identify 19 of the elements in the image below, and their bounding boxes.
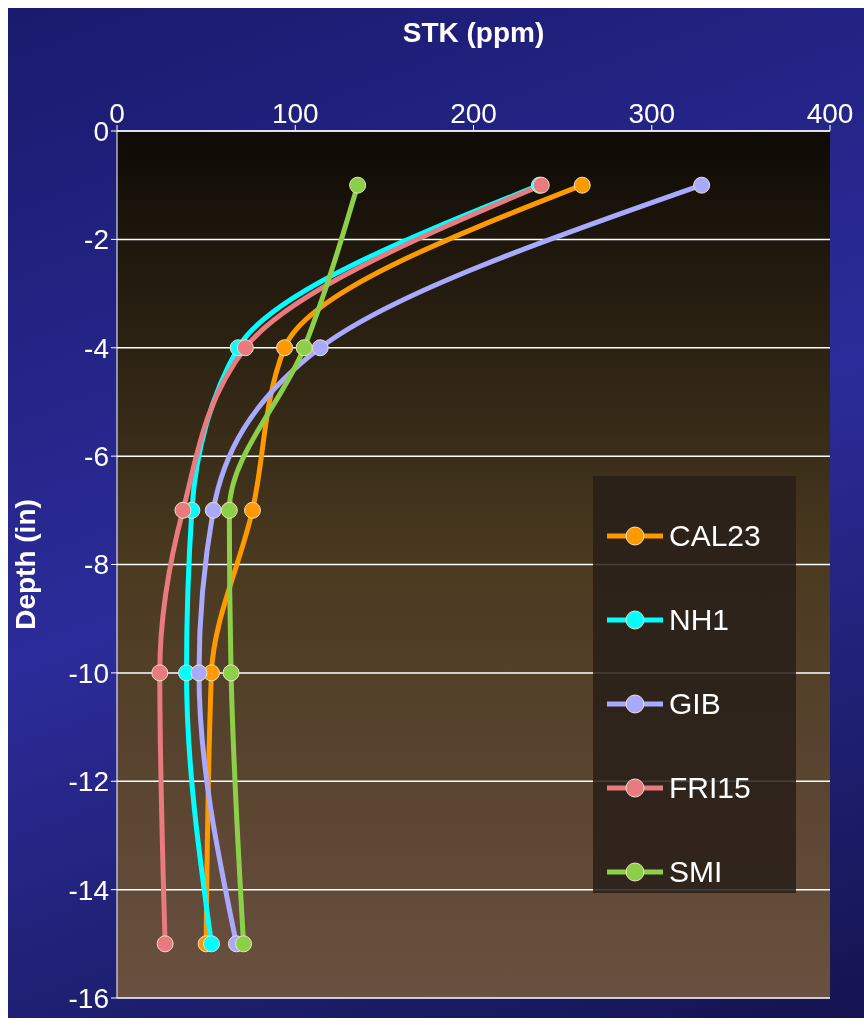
x-tick-label: 400 — [806, 98, 854, 129]
y-tick-label: -2 — [84, 224, 109, 256]
legend-label: SMI — [669, 855, 723, 889]
x-tick-label: 300 — [628, 98, 676, 129]
legend-label: FRI15 — [669, 771, 751, 805]
y-tick-label: -6 — [84, 441, 109, 473]
legend-label: NH1 — [669, 603, 730, 637]
x-tick-label: 100 — [271, 98, 319, 129]
legend-label: GIB — [669, 687, 721, 721]
legend-label: CAL23 — [669, 519, 761, 553]
x-tick-label: 200 — [450, 98, 497, 129]
y-tick-label: -16 — [68, 982, 109, 1014]
y-tick-label: -10 — [68, 657, 109, 689]
y-tick-label: -12 — [68, 766, 109, 798]
x-axis-title: STK (ppm) — [402, 16, 545, 48]
y-tick-label: -4 — [84, 332, 109, 364]
y-tick-label: -14 — [68, 874, 109, 906]
y-axis-title: Depth (in) — [9, 499, 41, 630]
y-tick-label: -8 — [84, 549, 109, 581]
